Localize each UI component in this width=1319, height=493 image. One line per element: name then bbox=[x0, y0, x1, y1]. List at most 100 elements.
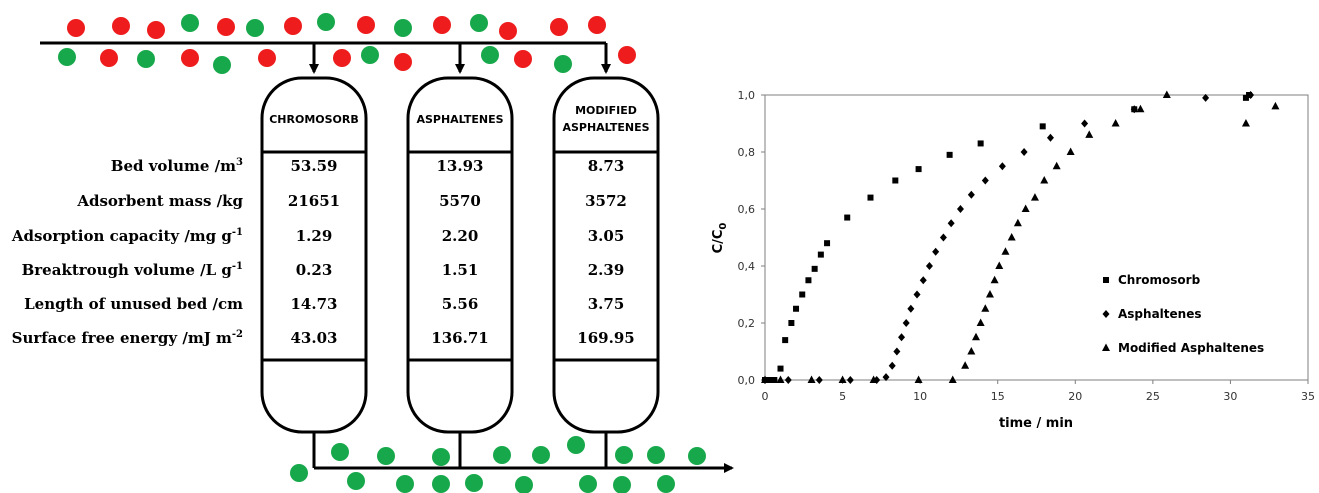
green-particle bbox=[481, 46, 499, 64]
value-cell: 5570 bbox=[439, 192, 481, 210]
green-particle bbox=[567, 436, 585, 454]
data-point bbox=[914, 375, 923, 383]
red-particle bbox=[100, 49, 118, 67]
column-name-modified-line1: MODIFIED bbox=[575, 104, 637, 117]
data-point bbox=[898, 333, 906, 342]
red-particle bbox=[181, 49, 199, 67]
data-point bbox=[817, 251, 824, 258]
legend: Chromosorb Asphaltenes Modified Asphaltene… bbox=[1102, 273, 1264, 355]
column-name-chromosorb: CHROMOSORB bbox=[269, 113, 359, 126]
adsorption-column-2 bbox=[406, 76, 514, 434]
data-point bbox=[793, 305, 800, 312]
data-point bbox=[907, 304, 915, 313]
data-point bbox=[995, 261, 1004, 269]
data-point bbox=[811, 265, 818, 272]
data-point bbox=[1081, 119, 1089, 128]
data-point bbox=[961, 361, 970, 369]
red-particle bbox=[394, 53, 412, 71]
value-cell: 2.39 bbox=[588, 261, 625, 279]
green-particle bbox=[579, 475, 597, 493]
data-point bbox=[788, 320, 795, 326]
data-point bbox=[892, 177, 899, 184]
data-point bbox=[967, 190, 975, 199]
row-label-adsorption-capacity: Adsorption capacity /mg g-1 bbox=[11, 227, 243, 245]
red-particle bbox=[618, 46, 636, 64]
green-particle bbox=[615, 446, 633, 464]
data-point bbox=[867, 194, 874, 201]
value-cell: 53.59 bbox=[291, 157, 338, 175]
green-particle bbox=[377, 447, 395, 465]
x-tick-label: 35 bbox=[1301, 390, 1315, 403]
series-3 bbox=[761, 90, 1280, 383]
green-particle bbox=[647, 446, 665, 464]
data-point bbox=[799, 291, 806, 298]
red-particle bbox=[588, 16, 606, 34]
adsorption-column-3 bbox=[552, 76, 660, 434]
green-particle bbox=[331, 443, 349, 461]
green-particle bbox=[554, 55, 572, 73]
red-particle bbox=[550, 18, 568, 36]
y-tick-label: 0,8 bbox=[738, 146, 756, 159]
plot-area-border bbox=[764, 94, 1309, 381]
red-particle bbox=[333, 49, 351, 67]
data-point bbox=[939, 233, 947, 242]
value-cell: 2.20 bbox=[442, 227, 479, 245]
value-cell: 1.29 bbox=[296, 227, 333, 245]
data-point bbox=[882, 373, 890, 382]
data-point bbox=[981, 304, 990, 312]
value-cell: 3.05 bbox=[588, 227, 625, 245]
data-point bbox=[902, 319, 910, 327]
data-point bbox=[998, 162, 1006, 171]
x-axis-ticks: 0 5 10 15 20 25 30 35 bbox=[762, 380, 1315, 403]
data-point bbox=[776, 375, 785, 383]
green-particle bbox=[181, 14, 199, 32]
data-point bbox=[1271, 101, 1280, 110]
adsorption-column-1 bbox=[260, 76, 368, 434]
data-point bbox=[913, 290, 921, 299]
data-point bbox=[932, 247, 940, 256]
value-cell: 0.23 bbox=[296, 261, 333, 279]
value-cell: 21651 bbox=[288, 192, 340, 210]
green-particle bbox=[532, 446, 550, 464]
value-cell: 3.75 bbox=[588, 295, 625, 313]
x-tick-label: 20 bbox=[1068, 390, 1082, 403]
property-labels: Bed volume /m3 Adsorbent mass /kg Adsorp… bbox=[11, 157, 244, 347]
data-point bbox=[1111, 119, 1120, 127]
green-particle bbox=[361, 46, 379, 64]
data-point bbox=[1085, 130, 1094, 138]
legend-label: Modified Asphaltenes bbox=[1118, 341, 1264, 355]
data-point bbox=[869, 375, 878, 383]
data-point bbox=[919, 276, 927, 285]
data-point bbox=[971, 332, 980, 341]
data-point bbox=[1247, 91, 1255, 99]
green-particle bbox=[515, 476, 533, 493]
values-asphaltenes: 13.93 5570 2.20 1.51 5.56 136.71 bbox=[431, 157, 488, 347]
data-point bbox=[807, 375, 816, 383]
green-particle bbox=[432, 448, 450, 466]
data-point bbox=[888, 361, 896, 370]
red-particle bbox=[284, 17, 302, 35]
red-particle bbox=[67, 19, 85, 37]
red-particle bbox=[499, 22, 517, 40]
data-point bbox=[1007, 233, 1016, 241]
value-cell: 13.93 bbox=[437, 157, 484, 175]
red-particle bbox=[357, 16, 375, 34]
row-label-surface-energy: Surface free energy /mJ m-2 bbox=[12, 329, 243, 347]
green-particle bbox=[137, 50, 155, 68]
value-cell: 1.51 bbox=[442, 261, 479, 279]
red-particle bbox=[112, 17, 130, 35]
data-point bbox=[782, 337, 789, 344]
green-particle bbox=[394, 19, 412, 37]
data-point bbox=[925, 262, 933, 270]
data-point bbox=[915, 166, 922, 173]
y-tick-label: 0,4 bbox=[738, 260, 756, 273]
data-point bbox=[947, 219, 955, 228]
red-particle bbox=[258, 49, 276, 67]
data-point bbox=[977, 140, 984, 147]
data-point bbox=[777, 365, 784, 372]
outlet-pipe bbox=[312, 432, 734, 473]
data-point bbox=[1052, 161, 1061, 170]
feed-pipe bbox=[40, 41, 611, 74]
data-point bbox=[766, 377, 773, 383]
data-point bbox=[805, 277, 812, 284]
